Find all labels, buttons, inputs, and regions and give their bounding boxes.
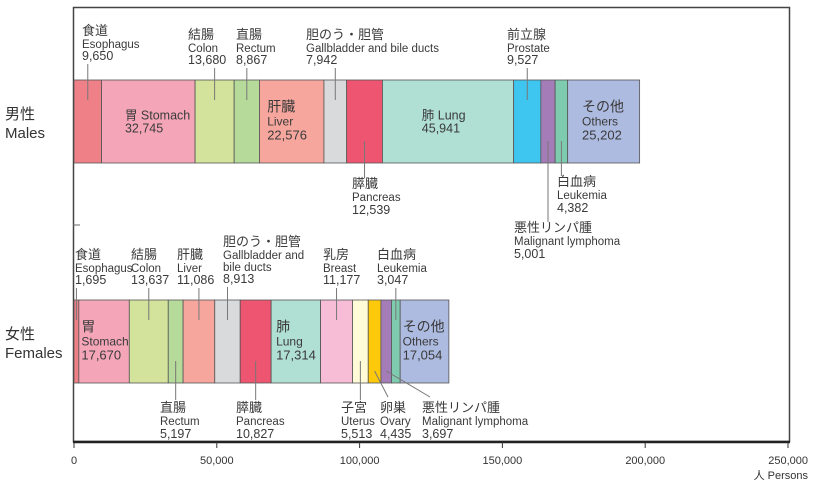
bar-label-males-rectum-value: 8,867 — [236, 53, 267, 67]
x-tick-label: 100,000 — [340, 455, 380, 467]
bar-label-males-prostate-value: 9,527 — [507, 53, 538, 67]
bar-label-males-others-en: Others — [582, 115, 618, 129]
bar-label-females-others-en: Others — [403, 335, 439, 349]
bar-label-females-others-jp: その他 — [403, 320, 445, 336]
bar-label-females-colon-value: 13,637 — [131, 273, 169, 287]
bar-label-females-liver-value: 11,086 — [177, 273, 214, 287]
bar-segment-females-ovary — [367, 299, 382, 384]
bar-label-females-uterus-jp: 子宮 — [341, 400, 367, 416]
x-tick-label: 150,000 — [483, 455, 523, 467]
bar-label-males-others-value: 25,202 — [582, 128, 622, 143]
x-tick-label: 0 — [71, 455, 77, 467]
bar-label-males-leukemia-en: Leukemia — [557, 190, 607, 202]
group-label-males-en: Males — [5, 125, 45, 142]
bar-label-males-gallbladder-and-bile-ducts-en: Gallbladder and bile ducts — [306, 43, 439, 55]
bar-label-females-leukemia-value: 3,047 — [377, 273, 408, 287]
bar-label-females-stomach-value: 17,670 — [81, 348, 121, 363]
bar-segment-males-liver — [259, 79, 325, 164]
group-label-males-jp: 男性 — [5, 106, 35, 123]
bar-label-females-esophagus-value: 1,695 — [75, 273, 106, 287]
bar-label-females-ovary-jp: 卵巣 — [380, 401, 406, 416]
bar-label-males-pancreas-jp: 膵臓 — [352, 177, 378, 192]
bar-segment-males-stomach — [101, 79, 196, 164]
bar-label-females-leukemia-jp: 白血病 — [377, 247, 416, 263]
bar-label-males-rectum-jp: 直腸 — [236, 28, 262, 43]
bar-label-females-breast-en: Breast — [323, 263, 357, 275]
bar-label-males-prostate-en: Prostate — [507, 43, 550, 55]
bar-label-females-colon-en: Colon — [131, 263, 161, 275]
bar-label-females-gallbladder-and-bile-ducts-en: bile ducts — [223, 262, 272, 274]
bar-label-males-malignant-lymphoma-en: Malignant lymphoma — [514, 236, 621, 248]
bar-label-females-pancreas-jp: 膵臓 — [236, 401, 262, 416]
bar-label-females-stomach-en: Stomach — [81, 335, 128, 349]
bar-label-males-esophagus-en: Esophagus — [82, 39, 140, 51]
bar-label-males-colon-jp: 結腸 — [188, 28, 214, 43]
x-axis-title: 人 Persons — [754, 469, 809, 482]
bar-label-males-esophagus-jp: 食道 — [82, 23, 108, 39]
bar-label-females-rectum-en: Rectum — [160, 416, 200, 428]
bar-label-males-malignant-lymphoma-jp: 悪性リンパ腫 — [514, 220, 592, 236]
bar-label-males-pancreas-en: Pancreas — [352, 192, 401, 204]
bar-label-males-malignant-lymphoma-value: 5,001 — [514, 247, 545, 261]
bar-label-females-malignant-lymphoma-en: Malignant lymphoma — [422, 416, 529, 428]
group-label-females-en: Females — [5, 345, 63, 362]
bar-label-males-gallbladder-and-bile-ducts-value: 7,942 — [306, 53, 337, 67]
bar-label-females-esophagus-jp: 食道 — [75, 247, 101, 263]
bar-label-females-breast-jp: 乳房 — [323, 247, 349, 263]
bar-label-males-others-jp: その他 — [582, 100, 624, 116]
bar-label-females-malignant-lymphoma-jp: 悪性リンパ腫 — [422, 400, 500, 416]
bar-label-males-stomach-value: 32,745 — [125, 122, 163, 136]
bar-label-males-liver-jp: 肝臓 — [267, 100, 295, 116]
bar-label-females-gallbladder-and-bile-ducts-en: Gallbladder and — [223, 250, 304, 262]
bar-label-males-stomach-name: 胃 Stomach — [125, 109, 190, 123]
bar-label-females-esophagus-en: Esophagus — [75, 263, 133, 275]
bar-label-females-breast-value: 11,177 — [323, 273, 360, 287]
leader-line — [385, 370, 431, 398]
bar-label-males-colon-en: Colon — [188, 43, 218, 55]
bar-label-males-colon-value: 13,680 — [188, 53, 226, 67]
bar-label-males-rectum-en: Rectum — [236, 43, 276, 55]
x-tick-label: 200,000 — [625, 455, 665, 467]
bar-segment-males-others — [567, 79, 641, 164]
bar-label-males-lung-value: 45,941 — [422, 122, 460, 136]
bar-label-females-gallbladder-and-bile-ducts-value: 8,913 — [223, 272, 254, 286]
bar-label-males-leukemia-value: 4,382 — [557, 201, 588, 215]
bar-label-females-gallbladder-and-bile-ducts-jp: 胆のう・胆管 — [223, 235, 301, 250]
bar-label-males-esophagus-value: 9,650 — [82, 49, 113, 63]
bar-label-females-colon-jp: 結腸 — [131, 248, 157, 263]
bar-label-females-leukemia-en: Leukemia — [377, 263, 427, 275]
bar-label-females-rectum-value: 5,197 — [160, 427, 191, 441]
group-label-females-jp: 女性 — [5, 325, 35, 343]
bar-label-females-rectum-jp: 直腸 — [160, 401, 186, 416]
leader-line — [374, 370, 389, 398]
bar-label-males-gallbladder-and-bile-ducts-jp: 胆のう・胆管 — [306, 28, 384, 43]
bar-label-females-stomach-jp: 胃 — [81, 320, 95, 336]
bar-label-males-pancreas-value: 12,539 — [352, 203, 390, 217]
bar-label-females-others-value: 17,054 — [403, 348, 443, 363]
bar-label-females-pancreas-en: Pancreas — [236, 416, 285, 428]
bar-segment-females-stomach — [78, 299, 130, 384]
bar-label-females-malignant-lymphoma-value: 3,697 — [422, 427, 453, 441]
bar-label-females-lung-en: Lung — [276, 335, 303, 349]
bar-label-females-lung-value: 17,314 — [276, 348, 316, 363]
bar-label-females-lung-jp: 肺 — [276, 320, 290, 336]
bar-label-females-uterus-en: Uterus — [341, 416, 375, 428]
bar-label-females-pancreas-value: 10,827 — [236, 427, 274, 441]
bar-label-males-liver-value: 22,576 — [267, 128, 307, 143]
bar-label-females-uterus-value: 5,513 — [341, 427, 372, 441]
bar-label-males-leukemia-jp: 白血病 — [557, 174, 596, 190]
bar-label-males-lung-name: 肺 Lung — [422, 109, 466, 123]
x-tick-label: 250,000 — [768, 455, 808, 467]
bar-label-males-prostate-jp: 前立腺 — [507, 27, 546, 43]
bar-label-females-liver-jp: 肝臓 — [177, 248, 203, 263]
bar-segment-females-others — [399, 299, 450, 384]
bar-label-females-liver-en: Liver — [177, 263, 202, 275]
bar-label-males-liver-en: Liver — [267, 115, 293, 129]
bar-segment-females-malignant-lymphoma — [380, 299, 392, 384]
bar-label-females-ovary-en: Ovary — [380, 416, 411, 428]
bar-label-females-ovary-value: 4,435 — [380, 427, 411, 441]
x-tick-label: 50,000 — [200, 455, 234, 467]
